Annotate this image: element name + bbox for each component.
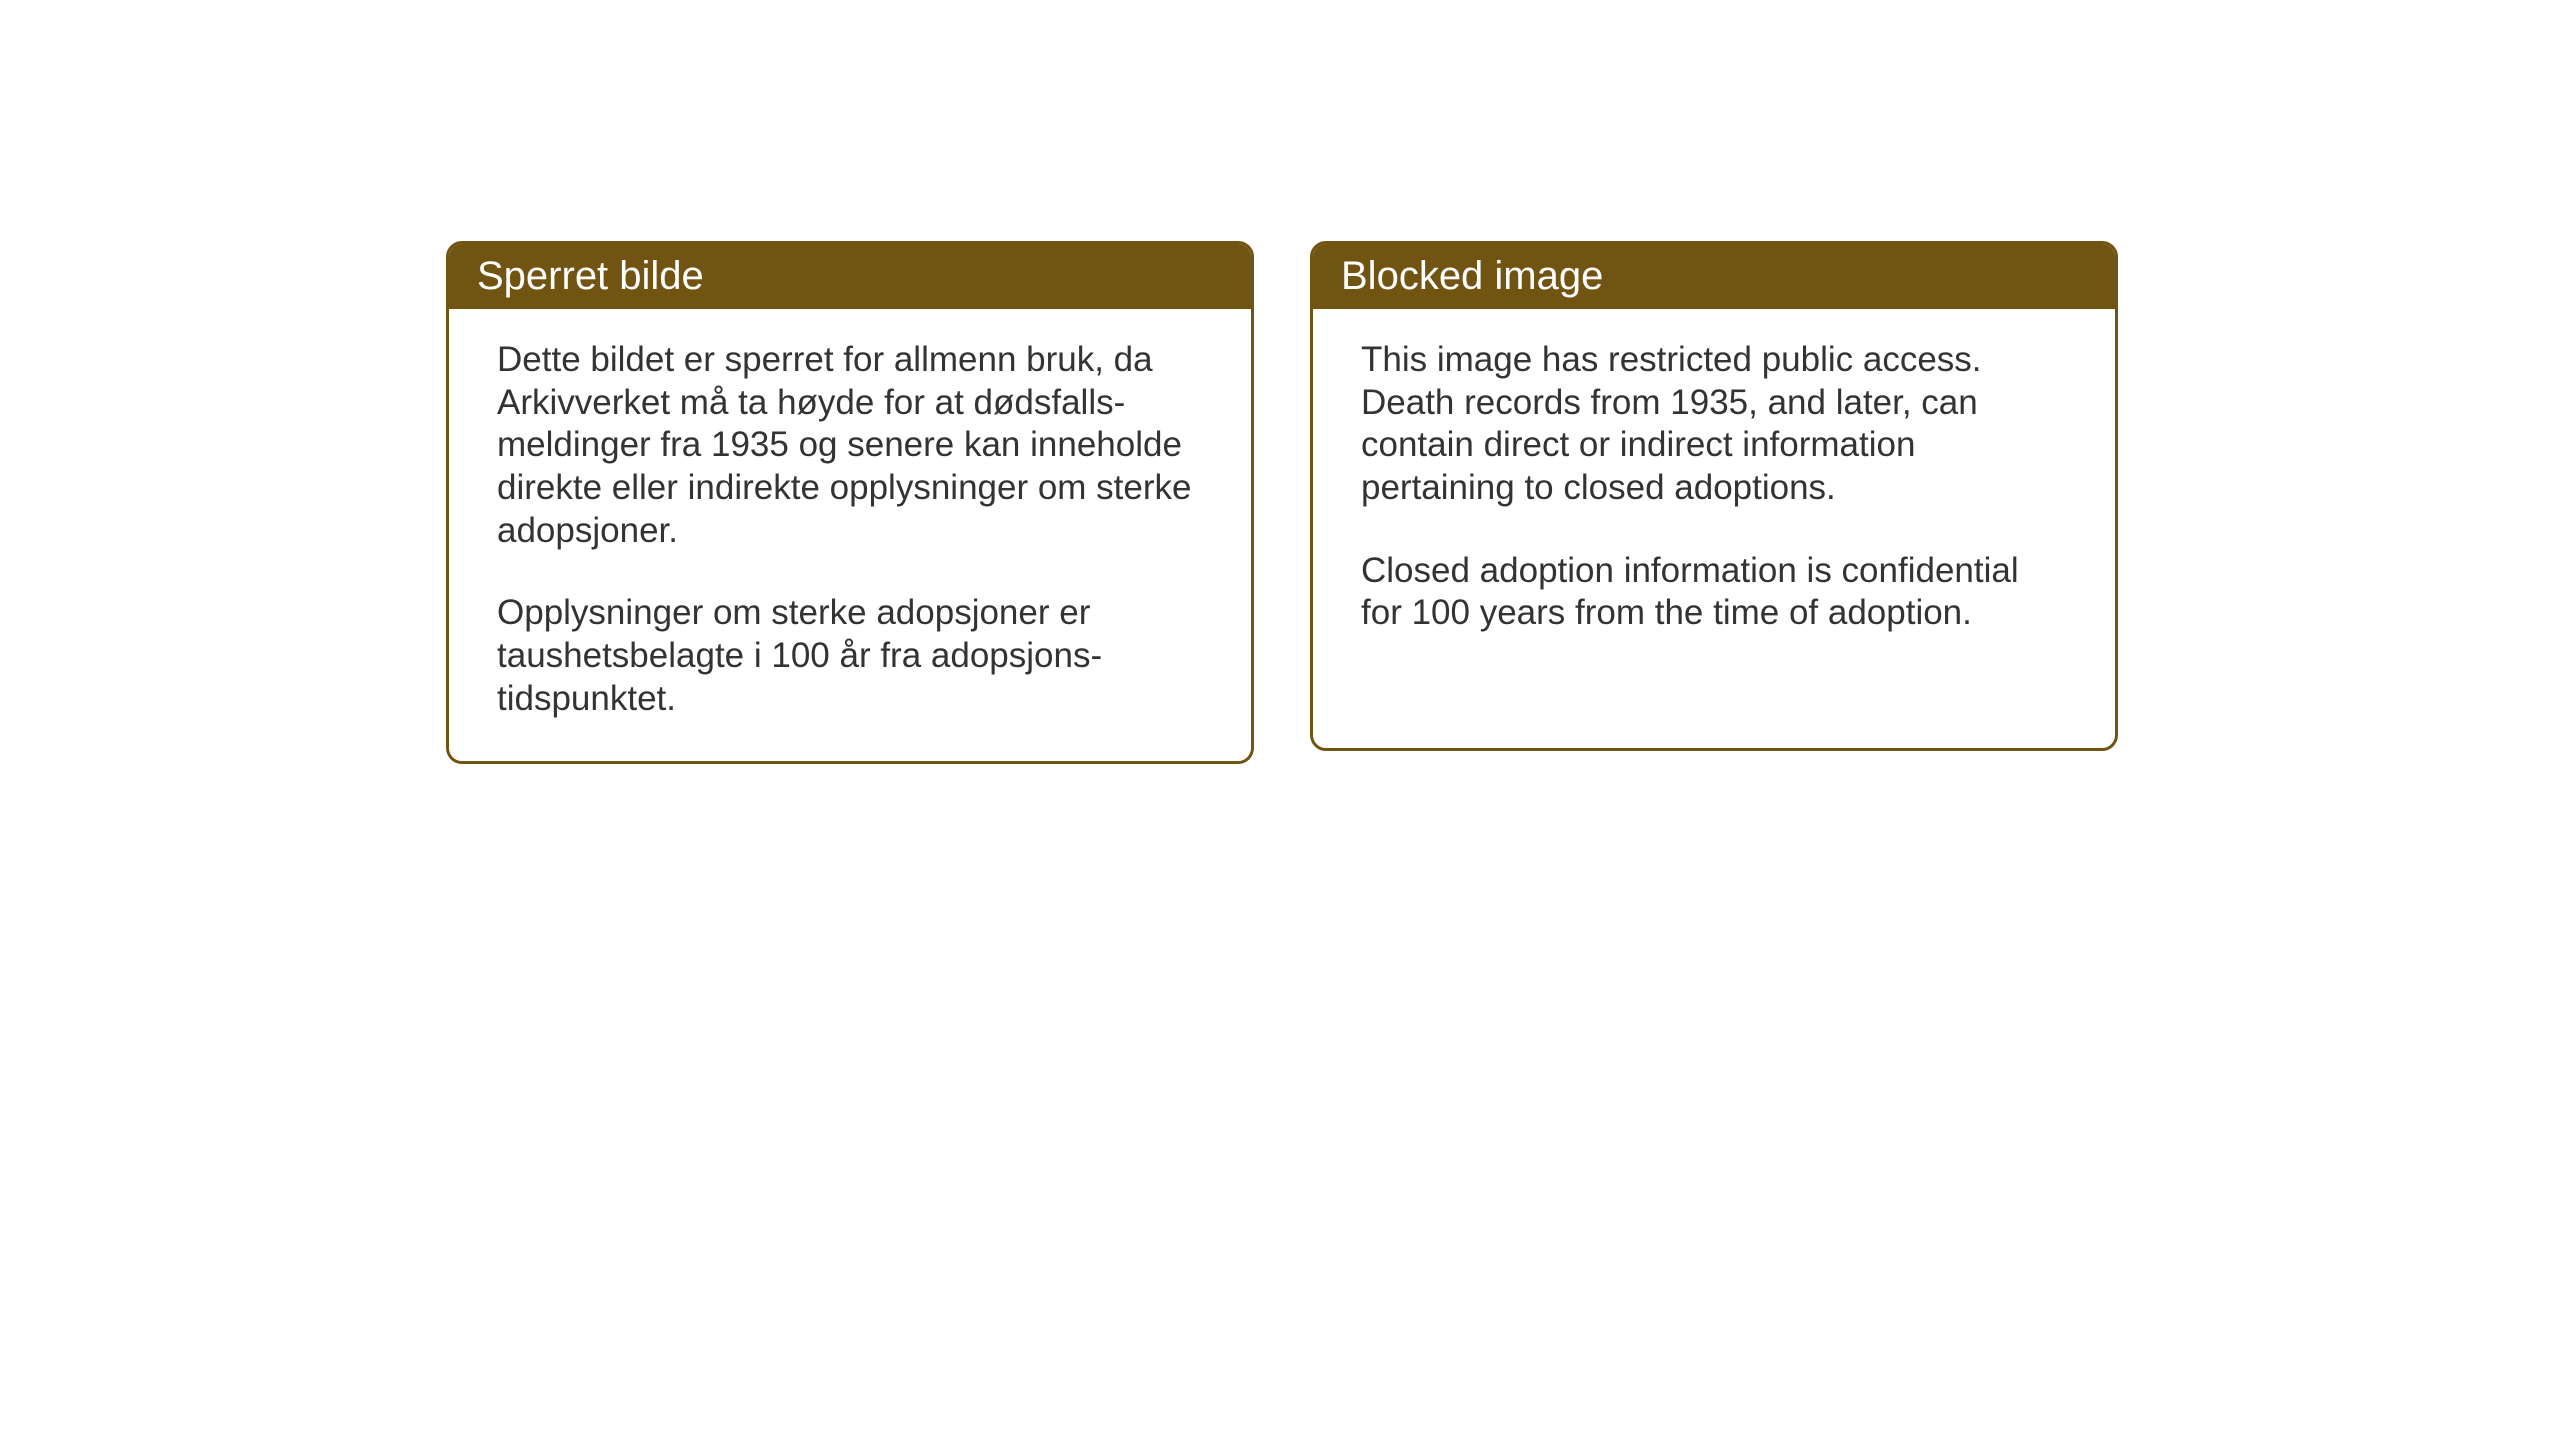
card-paragraph-english-2: Closed adoption information is confident… [1361,550,2067,635]
notice-card-english: Blocked image This image has restricted … [1310,241,2118,751]
card-paragraph-english-1: This image has restricted public access.… [1361,339,2067,510]
card-title-norwegian: Sperret bilde [477,254,704,298]
notice-card-norwegian: Sperret bilde Dette bildet er sperret fo… [446,241,1254,764]
card-title-english: Blocked image [1341,254,1603,298]
card-body-english: This image has restricted public access.… [1313,309,2115,675]
card-header-english: Blocked image [1313,244,2115,309]
notice-container: Sperret bilde Dette bildet er sperret fo… [446,241,2118,764]
card-body-norwegian: Dette bildet er sperret for allmenn bruk… [449,309,1251,761]
card-header-norwegian: Sperret bilde [449,244,1251,309]
card-paragraph-norwegian-2: Opplysninger om sterke adopsjoner er tau… [497,592,1203,720]
card-paragraph-norwegian-1: Dette bildet er sperret for allmenn bruk… [497,339,1203,552]
